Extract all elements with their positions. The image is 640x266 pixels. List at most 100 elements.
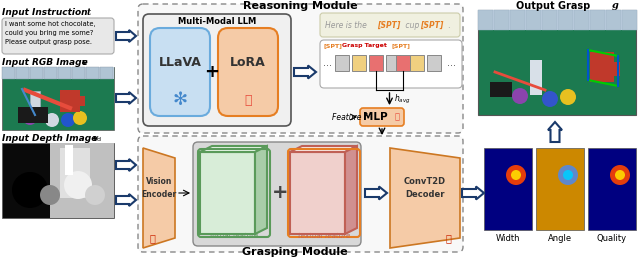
Bar bbox=[427, 55, 441, 71]
Text: Multi-Modal LLM: Multi-Modal LLM bbox=[178, 17, 256, 26]
Bar bbox=[396, 55, 410, 71]
Polygon shape bbox=[390, 148, 460, 248]
Bar bbox=[530, 60, 542, 95]
Polygon shape bbox=[116, 30, 136, 42]
Bar bbox=[478, 10, 636, 115]
Text: [SPT]: [SPT] bbox=[324, 43, 343, 48]
Circle shape bbox=[45, 113, 59, 127]
Polygon shape bbox=[200, 146, 267, 152]
Bar bbox=[478, 10, 636, 30]
Text: Feature f: Feature f bbox=[332, 113, 367, 122]
Bar bbox=[526, 10, 541, 30]
Bar bbox=[2, 67, 114, 130]
Bar bbox=[484, 148, 532, 230]
Text: $h_{avg}$: $h_{avg}$ bbox=[394, 93, 410, 106]
Text: ...: ... bbox=[323, 58, 333, 68]
Text: v: v bbox=[93, 134, 99, 143]
Circle shape bbox=[512, 88, 528, 104]
Bar bbox=[614, 62, 620, 76]
FancyBboxPatch shape bbox=[193, 142, 361, 246]
Bar bbox=[410, 55, 424, 71]
Bar bbox=[80, 96, 85, 106]
Text: +: + bbox=[272, 184, 288, 202]
Circle shape bbox=[615, 170, 625, 180]
Text: textual feature: textual feature bbox=[298, 233, 350, 239]
Bar bbox=[86, 67, 99, 79]
Bar bbox=[588, 148, 636, 230]
Text: ConvT2D
Decoder: ConvT2D Decoder bbox=[404, 177, 446, 199]
FancyBboxPatch shape bbox=[218, 28, 278, 116]
Bar bbox=[30, 67, 43, 79]
Circle shape bbox=[61, 113, 75, 127]
Bar bbox=[2, 67, 15, 79]
Polygon shape bbox=[365, 186, 387, 200]
Bar bbox=[558, 10, 573, 30]
FancyBboxPatch shape bbox=[320, 13, 460, 37]
Text: 🔥: 🔥 bbox=[394, 113, 399, 122]
Text: LLaVA: LLaVA bbox=[159, 56, 202, 69]
Text: Width: Width bbox=[496, 234, 520, 243]
Text: Here is the: Here is the bbox=[325, 20, 369, 30]
Bar bbox=[574, 10, 589, 30]
Bar bbox=[2, 67, 114, 79]
Text: LoRA: LoRA bbox=[230, 56, 266, 69]
Bar bbox=[478, 10, 493, 30]
Bar bbox=[16, 67, 29, 79]
Polygon shape bbox=[462, 186, 484, 200]
Circle shape bbox=[558, 165, 578, 185]
Bar bbox=[65, 145, 73, 175]
Text: Angle: Angle bbox=[548, 234, 572, 243]
Text: [SPT]: [SPT] bbox=[392, 43, 411, 48]
Text: ✻: ✻ bbox=[172, 91, 188, 109]
Polygon shape bbox=[143, 148, 175, 248]
Bar bbox=[72, 67, 85, 79]
Bar bbox=[200, 152, 255, 234]
Text: [SPT]: [SPT] bbox=[420, 20, 444, 30]
Text: g: g bbox=[612, 1, 619, 10]
Bar bbox=[622, 10, 637, 30]
Text: 🔥: 🔥 bbox=[244, 94, 252, 106]
Text: v: v bbox=[82, 58, 87, 67]
Polygon shape bbox=[116, 194, 136, 206]
Circle shape bbox=[563, 170, 573, 180]
Bar bbox=[30, 91, 40, 119]
Text: t: t bbox=[87, 8, 91, 17]
Circle shape bbox=[64, 171, 92, 199]
Bar bbox=[2, 143, 114, 218]
Bar bbox=[369, 55, 383, 71]
Bar bbox=[590, 52, 614, 82]
Bar bbox=[386, 55, 400, 71]
Text: Input Depth Image: Input Depth Image bbox=[2, 134, 100, 143]
FancyBboxPatch shape bbox=[138, 4, 463, 133]
FancyBboxPatch shape bbox=[360, 108, 404, 126]
Text: Reasoning Module: Reasoning Module bbox=[243, 1, 357, 11]
Text: ...: ... bbox=[447, 58, 456, 68]
Polygon shape bbox=[294, 65, 316, 78]
Text: Grasp Target: Grasp Target bbox=[342, 43, 387, 48]
FancyBboxPatch shape bbox=[320, 40, 462, 88]
Text: Input Instruction: Input Instruction bbox=[2, 8, 91, 17]
Bar bbox=[44, 67, 57, 79]
Bar bbox=[50, 143, 114, 218]
Bar bbox=[60, 148, 90, 198]
Text: [SPT]: [SPT] bbox=[377, 20, 401, 30]
Text: d: d bbox=[97, 137, 101, 142]
Text: Input RGB Image: Input RGB Image bbox=[2, 58, 91, 67]
Text: cup: cup bbox=[403, 20, 422, 30]
Bar bbox=[536, 148, 584, 230]
Circle shape bbox=[40, 185, 60, 205]
Polygon shape bbox=[116, 159, 136, 171]
Bar bbox=[290, 152, 345, 234]
Text: I want some hot chocolate,
could you bring me some?
Please output grasp pose.: I want some hot chocolate, could you bri… bbox=[5, 21, 95, 45]
Polygon shape bbox=[255, 146, 267, 234]
Text: Vision
Encoder: Vision Encoder bbox=[141, 177, 177, 199]
Text: Quality: Quality bbox=[597, 234, 627, 243]
Bar bbox=[335, 55, 349, 71]
Text: visual feature: visual feature bbox=[210, 233, 258, 239]
Bar bbox=[510, 10, 525, 30]
FancyBboxPatch shape bbox=[150, 28, 210, 116]
Text: Grasping Module: Grasping Module bbox=[242, 247, 348, 257]
Circle shape bbox=[560, 89, 576, 105]
Text: +: + bbox=[205, 63, 220, 81]
Bar bbox=[490, 82, 512, 97]
